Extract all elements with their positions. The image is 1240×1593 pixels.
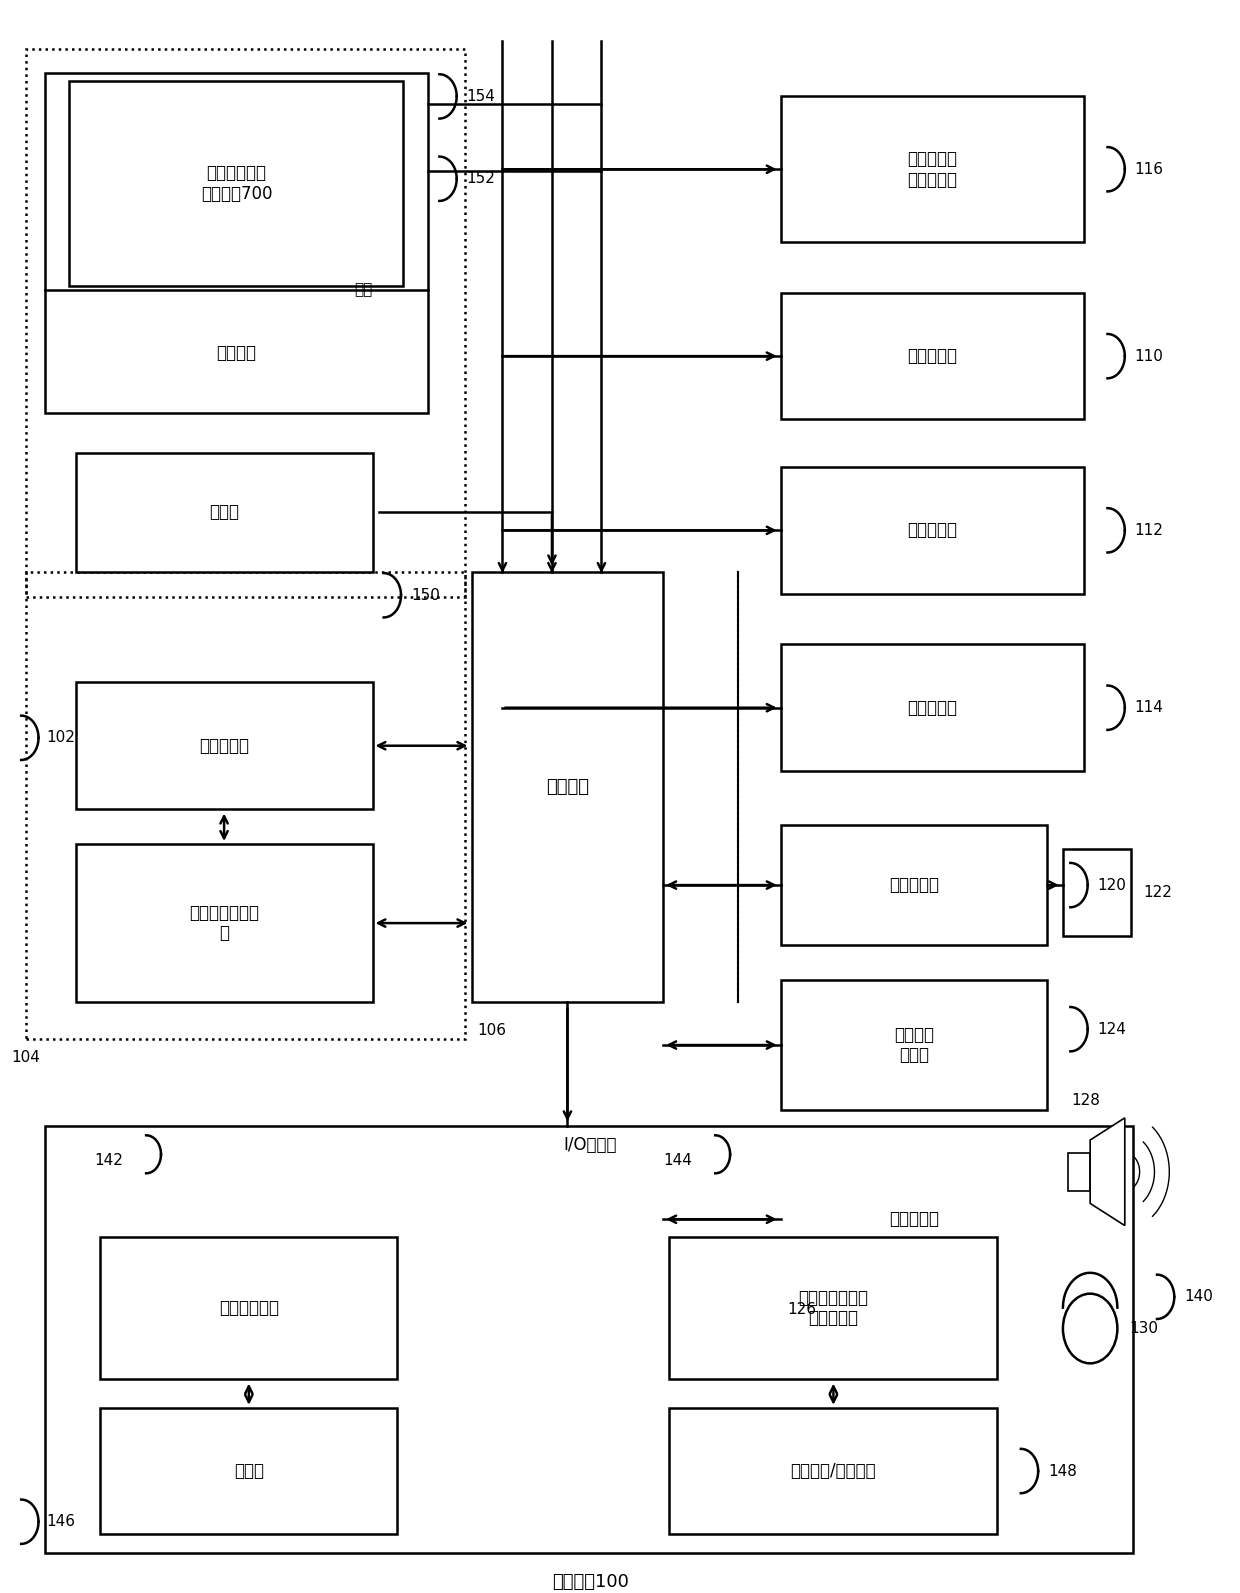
Text: 140: 140 <box>1184 1289 1213 1305</box>
Text: 存储器接口: 存储器接口 <box>200 736 249 755</box>
Text: 146: 146 <box>46 1515 74 1529</box>
Text: 142: 142 <box>94 1153 123 1168</box>
Bar <box>670 1408 997 1534</box>
Bar <box>1063 849 1131 935</box>
Text: 一个或多个其他
输入控制器: 一个或多个其他 输入控制器 <box>799 1289 868 1327</box>
Text: 114: 114 <box>1135 701 1163 715</box>
Text: 一个或多个处理
器: 一个或多个处理 器 <box>188 903 259 943</box>
Bar <box>45 1126 1133 1553</box>
Bar <box>100 1236 397 1380</box>
Text: 操作系统: 操作系统 <box>217 344 257 362</box>
Text: 154: 154 <box>466 89 496 104</box>
Polygon shape <box>1090 1118 1125 1225</box>
Text: 128: 128 <box>1071 1093 1100 1109</box>
Text: 虹膜图像透视
校正装罰700: 虹膜图像透视 校正装罰700 <box>201 164 273 202</box>
Text: 光线传感器: 光线传感器 <box>908 521 957 540</box>
Text: 122: 122 <box>1143 884 1172 900</box>
Bar <box>76 682 372 809</box>
Bar <box>781 980 1047 1110</box>
Text: 116: 116 <box>1135 162 1163 177</box>
Text: 运动传感器: 运动传感器 <box>908 347 957 365</box>
Bar <box>76 452 372 572</box>
Bar <box>781 825 1047 945</box>
Text: 150: 150 <box>410 588 440 602</box>
Bar <box>100 1408 397 1534</box>
Bar <box>781 1158 1047 1281</box>
Text: 112: 112 <box>1135 523 1163 538</box>
Text: 110: 110 <box>1135 349 1163 363</box>
Text: 音频子系统: 音频子系统 <box>889 1211 939 1228</box>
Bar <box>76 844 372 1002</box>
Text: 120: 120 <box>1097 878 1126 892</box>
Text: 触摸屏: 触摸屏 <box>234 1462 264 1480</box>
Text: 外围接口: 外围接口 <box>546 777 589 796</box>
Bar <box>26 49 465 597</box>
Text: 144: 144 <box>663 1153 692 1168</box>
Text: 148: 148 <box>1048 1464 1078 1478</box>
Text: 130: 130 <box>1130 1321 1158 1337</box>
Bar <box>781 97 1084 242</box>
Text: 126: 126 <box>787 1301 816 1317</box>
Bar <box>45 73 428 413</box>
Text: 124: 124 <box>1097 1021 1126 1037</box>
Bar <box>1068 1153 1090 1190</box>
Text: 应用: 应用 <box>355 282 372 298</box>
Bar <box>26 572 465 1039</box>
Bar <box>670 1236 997 1380</box>
Text: 106: 106 <box>477 1023 507 1039</box>
Text: 无线通信
子系统: 无线通信 子系统 <box>894 1026 934 1064</box>
Bar <box>781 293 1084 419</box>
Text: 触摸屏控制器: 触摸屏控制器 <box>218 1298 279 1317</box>
Text: 一个或多个
其他传感器: 一个或多个 其他传感器 <box>908 150 957 188</box>
Text: 104: 104 <box>11 1050 40 1066</box>
Text: 移动终端100: 移动终端100 <box>552 1572 629 1591</box>
Bar <box>781 644 1084 771</box>
Text: 102: 102 <box>46 730 74 746</box>
Text: 存储器: 存储器 <box>210 503 239 521</box>
Text: 其他输入/控制设备: 其他输入/控制设备 <box>791 1462 877 1480</box>
Text: 相机子系统: 相机子系统 <box>889 876 939 894</box>
Bar <box>781 467 1084 594</box>
Bar <box>69 81 403 287</box>
Text: I/O子系统: I/O子系统 <box>563 1136 618 1153</box>
Bar <box>471 572 663 1002</box>
Text: 距离传感器: 距离传感器 <box>908 699 957 717</box>
Text: 152: 152 <box>466 172 496 186</box>
